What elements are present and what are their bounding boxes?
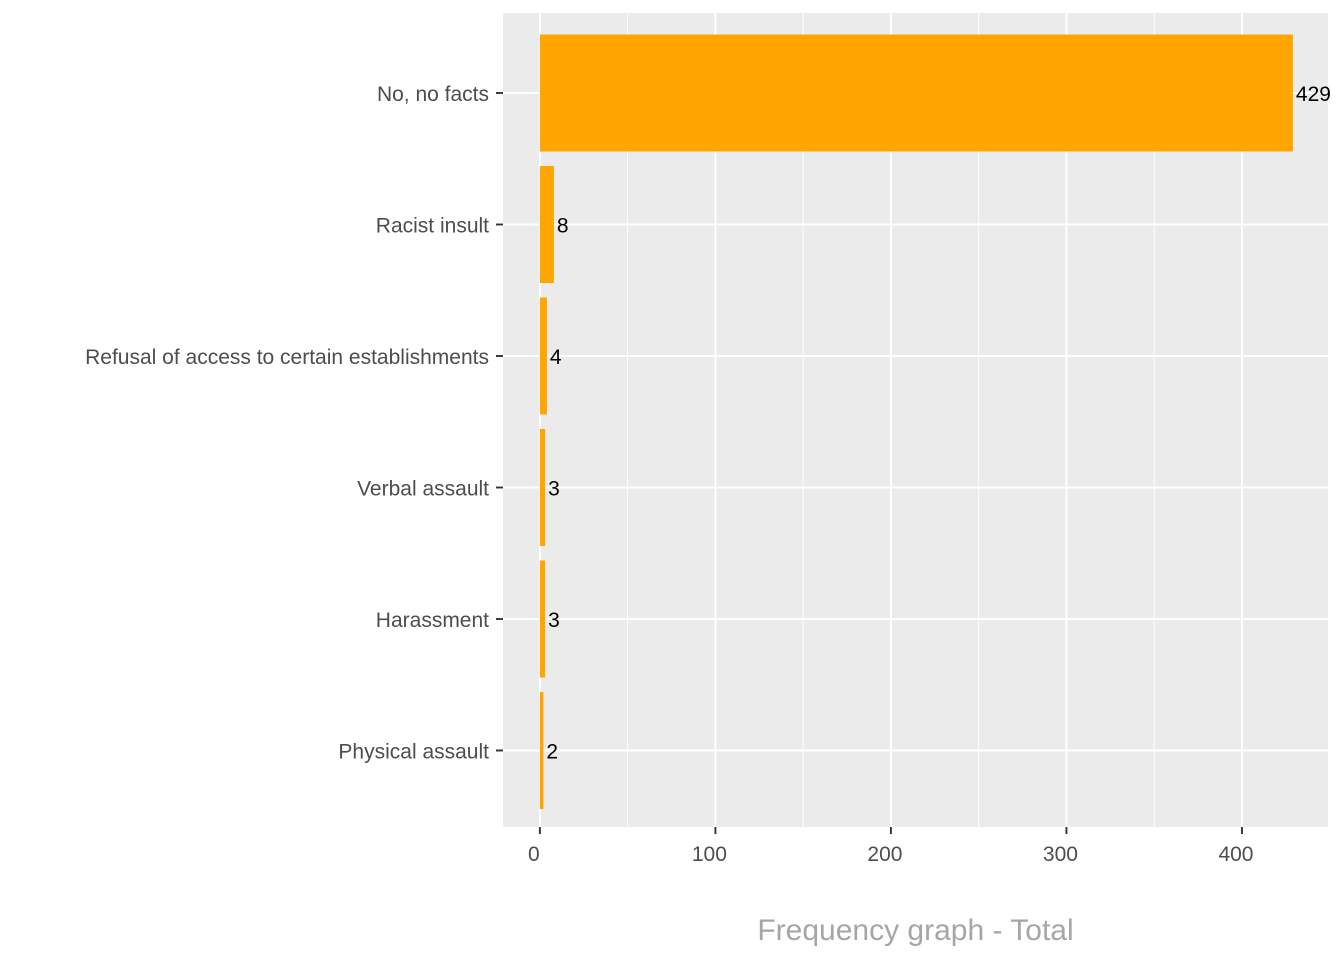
- bar: [539, 692, 544, 809]
- x-tick-label: 400: [1218, 843, 1253, 866]
- x-axis: 0 100 200 300 400: [528, 827, 1254, 866]
- x-tick-label: 200: [867, 843, 902, 866]
- bar: [539, 560, 546, 678]
- bar: [539, 34, 1293, 152]
- data-label: 3: [548, 478, 560, 501]
- category-label: Refusal of access to certain establishme…: [85, 346, 489, 369]
- data-label: 8: [557, 215, 569, 238]
- data-label: 4: [550, 346, 562, 369]
- category-label: Physical assault: [338, 741, 489, 764]
- bar: [539, 297, 547, 415]
- bar: [539, 166, 554, 283]
- x-axis-title: Frequency graph - Total: [757, 914, 1073, 947]
- data-label: 3: [548, 609, 560, 632]
- x-tick-label: 300: [1043, 843, 1078, 866]
- category-label: Harassment: [376, 609, 489, 632]
- data-label: 2: [546, 741, 558, 764]
- x-tick-label: 0: [528, 843, 540, 866]
- x-tick-label: 100: [692, 843, 727, 866]
- category-label: Verbal assault: [357, 478, 489, 501]
- data-label: 429: [1296, 83, 1331, 106]
- y-axis: No, no facts Racist insult Refusal of acce…: [85, 83, 503, 764]
- bar: [539, 429, 546, 546]
- bars: [539, 34, 1293, 809]
- category-label: No, no facts: [377, 83, 489, 106]
- category-label: Racist insult: [376, 215, 489, 238]
- data-labels: 429 8 4 3 3 2: [546, 83, 1331, 764]
